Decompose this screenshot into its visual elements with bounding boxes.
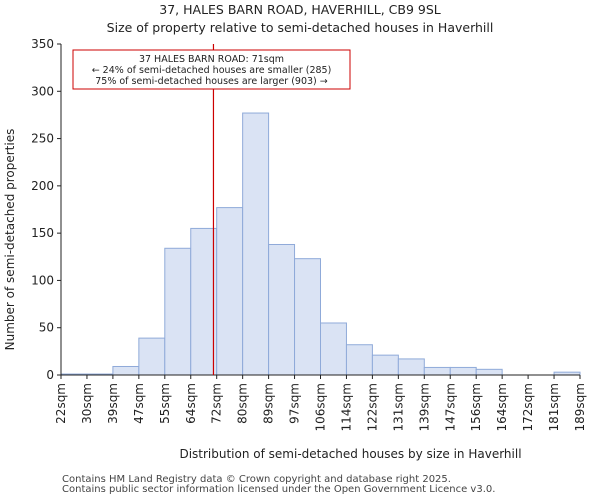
annotation-title: 37 HALES BARN ROAD: 71sqm [139,54,284,65]
x-tick-label: 64sqm [184,383,198,424]
histogram-bar [475,368,503,376]
histogram-bar [216,207,244,376]
x-tick-label: 47sqm [132,383,146,424]
x-tick-label: 147sqm [443,383,457,431]
x-tick-label: 164sqm [495,383,509,431]
histogram-bar [397,358,425,376]
y-tick-label: 100 [31,273,54,287]
x-tick-label: 181sqm [547,383,561,431]
x-tick-label: 156sqm [469,383,483,431]
x-tick-label: 30sqm [80,383,94,424]
y-tick-label: 0 [46,368,54,382]
footer-line-2: Contains public sector information licen… [62,484,496,495]
x-tick-label: 172sqm [521,383,535,431]
y-tick-label: 350 [31,37,54,51]
y-tick-label: 300 [31,84,54,98]
histogram-bar [423,366,451,376]
x-tick-label: 80sqm [236,383,250,424]
histogram-bar [294,258,321,376]
x-tick-label: 139sqm [417,383,431,431]
x-tick-label: 106sqm [314,383,328,431]
histogram-bar [320,322,347,376]
x-tick-label: 97sqm [288,383,302,424]
x-tick-label: 55sqm [158,383,172,424]
y-tick-label: 250 [31,132,54,146]
y-tick-label: 200 [31,179,54,193]
histogram-bar [449,366,477,376]
x-tick-label: 22sqm [54,383,68,424]
histogram-bar [268,243,296,376]
histogram-bar [371,354,399,376]
y-axis-title: Number of semi-detached properties [3,129,17,351]
x-tick-label: 131sqm [391,383,405,431]
x-tick-label: 72sqm [210,383,224,424]
y-tick-label: 150 [31,226,54,240]
histogram-bar [164,247,192,376]
histogram-bar [112,365,140,376]
histogram-bar [138,337,166,376]
chart-subtitle: Size of property relative to semi-detach… [106,20,494,35]
histogram-bar [345,344,373,376]
y-tick-label: 50 [39,321,54,335]
histogram-bar [190,227,218,376]
x-axis-title: Distribution of semi-detached houses by … [179,447,521,461]
annotation-larger: 75% of semi-detached houses are larger (… [95,76,328,87]
chart-title: 37, HALES BARN ROAD, HAVERHILL, CB9 9SL [159,2,441,17]
annotation-box [72,49,351,90]
x-tick-label: 39sqm [106,383,120,424]
x-tick-label: 122sqm [365,383,379,431]
x-tick-label: 89sqm [262,383,276,424]
x-tick-label: 189sqm [573,383,587,431]
x-tick-label: 114sqm [339,383,353,431]
annotation-smaller: ← 24% of semi-detached houses are smalle… [92,65,332,76]
histogram-bar [242,112,270,376]
footer-line-1: Contains HM Land Registry data © Crown c… [62,474,451,485]
